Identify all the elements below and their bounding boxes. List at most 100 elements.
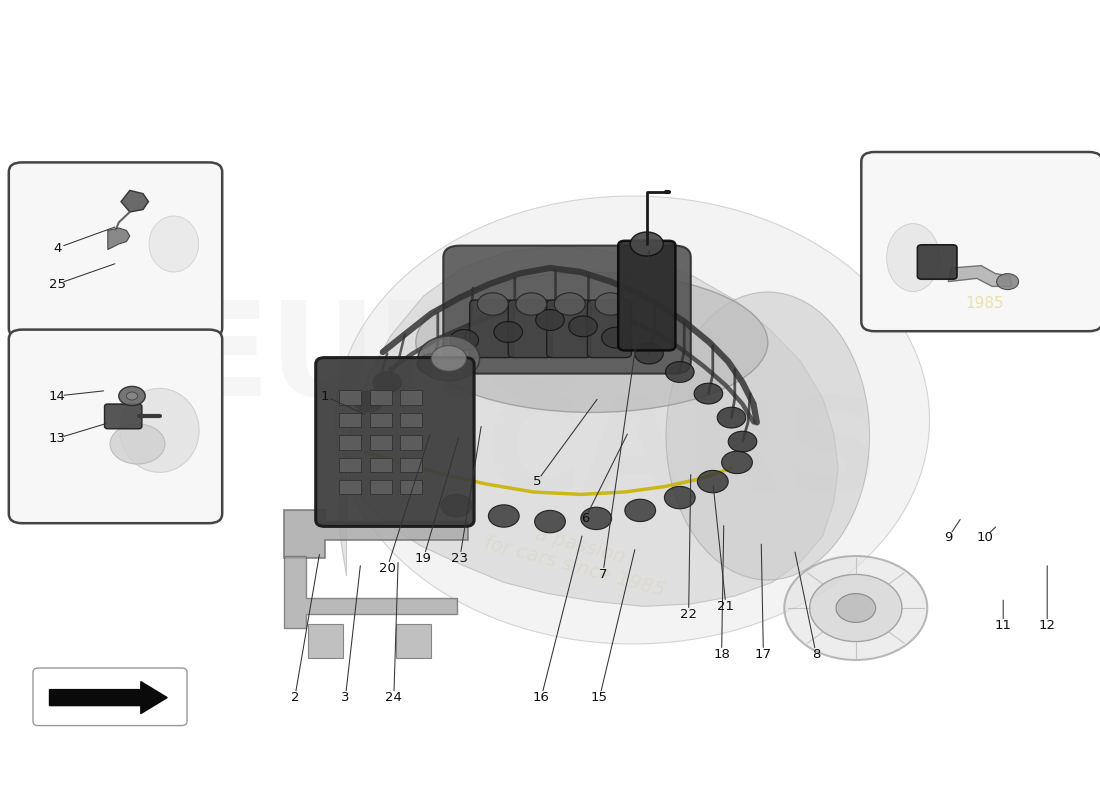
Text: 19: 19	[415, 552, 432, 565]
Bar	[400, 480, 422, 494]
Bar	[370, 435, 392, 450]
FancyBboxPatch shape	[917, 245, 957, 279]
Bar	[308, 624, 343, 658]
Polygon shape	[284, 510, 468, 558]
Text: 23: 23	[451, 552, 469, 565]
Text: 1: 1	[320, 390, 329, 402]
Text: 1985: 1985	[965, 297, 1004, 311]
FancyBboxPatch shape	[547, 300, 591, 358]
Polygon shape	[108, 228, 130, 250]
Bar	[339, 390, 361, 405]
Text: 9: 9	[944, 531, 953, 544]
Text: 17: 17	[755, 648, 772, 661]
Text: 3: 3	[341, 691, 350, 704]
Circle shape	[836, 594, 876, 622]
Circle shape	[728, 431, 757, 452]
Text: 14: 14	[48, 390, 66, 402]
Text: 4: 4	[53, 242, 62, 254]
FancyBboxPatch shape	[104, 404, 142, 429]
Circle shape	[516, 293, 547, 315]
Circle shape	[417, 354, 446, 374]
Bar	[370, 458, 392, 472]
Ellipse shape	[336, 196, 930, 644]
Circle shape	[373, 372, 402, 393]
Text: CARS: CARS	[484, 393, 880, 519]
Bar	[400, 390, 422, 405]
Polygon shape	[121, 190, 148, 212]
Bar	[370, 480, 392, 494]
Text: a passion
for cars since 1985: a passion for cars since 1985	[482, 512, 673, 600]
Circle shape	[450, 330, 478, 350]
Text: 24: 24	[385, 691, 403, 704]
Circle shape	[494, 322, 522, 342]
FancyBboxPatch shape	[618, 241, 675, 350]
Bar	[339, 458, 361, 472]
Bar	[370, 390, 392, 405]
FancyBboxPatch shape	[861, 152, 1100, 331]
Circle shape	[722, 451, 752, 474]
Circle shape	[418, 336, 480, 381]
Ellipse shape	[150, 216, 199, 272]
Circle shape	[717, 407, 746, 428]
Circle shape	[569, 316, 597, 337]
Text: 10: 10	[976, 531, 993, 544]
FancyBboxPatch shape	[9, 162, 222, 338]
Circle shape	[535, 510, 565, 533]
Circle shape	[625, 499, 656, 522]
Circle shape	[554, 293, 585, 315]
Text: 13: 13	[48, 432, 66, 445]
Bar	[339, 480, 361, 494]
Circle shape	[536, 310, 564, 330]
Bar	[400, 413, 422, 427]
Text: 20: 20	[378, 562, 396, 574]
Circle shape	[595, 293, 626, 315]
Text: 11: 11	[994, 619, 1012, 632]
Circle shape	[354, 391, 383, 412]
Circle shape	[635, 343, 663, 364]
Circle shape	[784, 556, 927, 660]
Text: 18: 18	[713, 648, 730, 661]
Text: 21: 21	[717, 600, 735, 613]
Circle shape	[997, 274, 1019, 290]
Circle shape	[810, 574, 902, 642]
Circle shape	[477, 293, 508, 315]
Circle shape	[602, 327, 630, 348]
Bar	[400, 435, 422, 450]
Text: 7: 7	[598, 568, 607, 581]
Text: 16: 16	[532, 691, 550, 704]
Circle shape	[431, 346, 466, 371]
Circle shape	[697, 470, 728, 493]
Text: 5: 5	[532, 475, 541, 488]
Circle shape	[488, 505, 519, 527]
Bar	[400, 458, 422, 472]
Circle shape	[664, 486, 695, 509]
Bar	[370, 413, 392, 427]
Circle shape	[126, 392, 138, 400]
Polygon shape	[284, 556, 456, 628]
Text: 8: 8	[812, 648, 821, 661]
Bar	[396, 624, 431, 658]
FancyBboxPatch shape	[316, 358, 474, 526]
Circle shape	[630, 232, 663, 256]
Ellipse shape	[666, 292, 869, 580]
Ellipse shape	[120, 388, 199, 472]
Text: 15: 15	[591, 691, 608, 704]
Bar	[339, 413, 361, 427]
Circle shape	[694, 383, 723, 404]
Ellipse shape	[416, 273, 768, 413]
Circle shape	[119, 386, 145, 406]
FancyBboxPatch shape	[508, 300, 552, 358]
Polygon shape	[948, 266, 1012, 286]
Circle shape	[581, 507, 612, 530]
Bar	[339, 435, 361, 450]
FancyBboxPatch shape	[443, 246, 691, 374]
Circle shape	[666, 362, 694, 382]
Ellipse shape	[887, 223, 939, 291]
Circle shape	[441, 494, 472, 517]
Text: 6: 6	[581, 512, 590, 525]
Text: 2: 2	[290, 691, 299, 704]
FancyBboxPatch shape	[470, 300, 514, 358]
Text: EURO: EURO	[179, 297, 591, 423]
FancyBboxPatch shape	[587, 300, 631, 358]
FancyBboxPatch shape	[9, 330, 222, 523]
